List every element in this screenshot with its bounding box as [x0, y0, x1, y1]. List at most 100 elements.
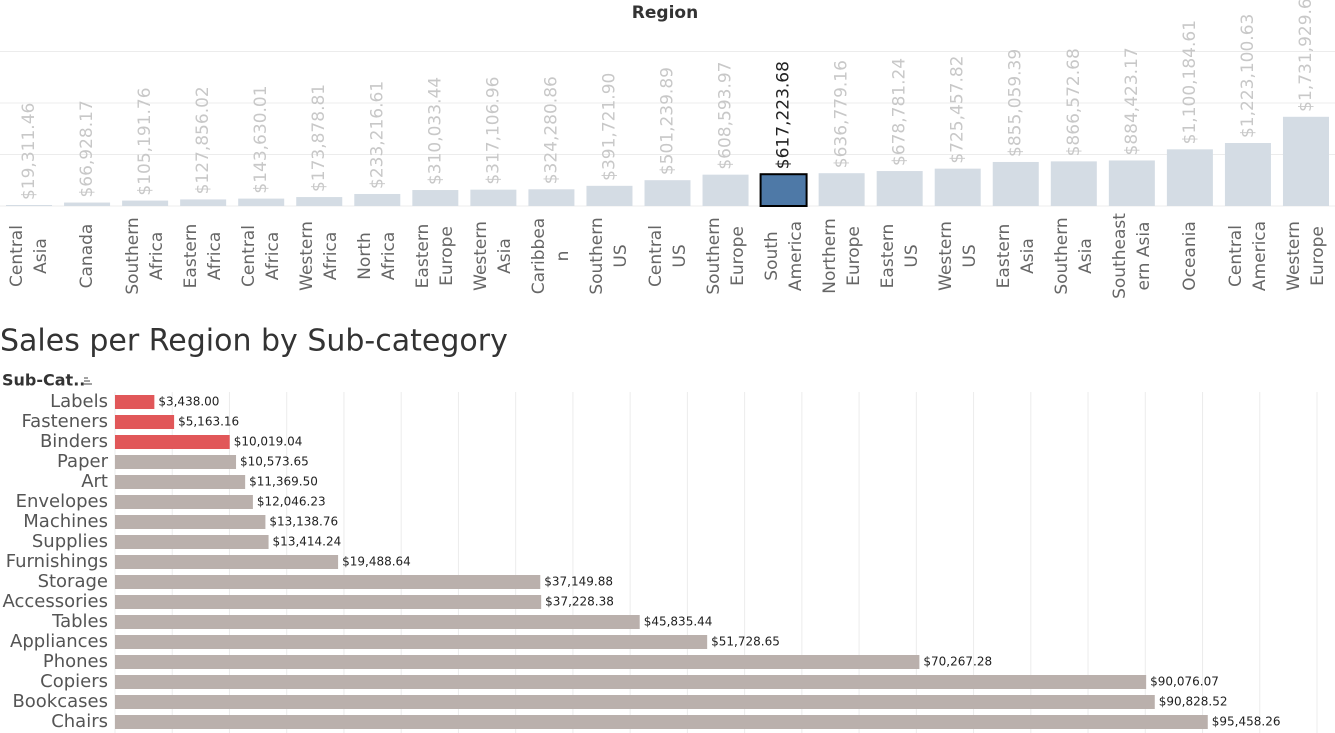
- x-tick-label: Oceania: [1179, 221, 1200, 291]
- value-label: $66,928.17: [77, 100, 97, 197]
- bar[interactable]: [115, 695, 1155, 709]
- value-label: $70,267.28: [923, 655, 992, 669]
- bar[interactable]: [115, 675, 1147, 689]
- y-tick-label: Envelopes: [16, 491, 108, 512]
- x-tick-label: South America: [761, 220, 806, 292]
- y-tick-label: Machines: [23, 511, 108, 532]
- bar[interactable]: [115, 515, 266, 529]
- value-label: $617,223.68: [774, 61, 794, 169]
- bar[interactable]: [354, 193, 401, 206]
- value-label: $19,311.46: [19, 103, 39, 200]
- bar[interactable]: [412, 190, 459, 206]
- bar[interactable]: [115, 595, 542, 609]
- sort-icon[interactable]: [84, 377, 92, 385]
- axis-header[interactable]: Sub-Cat..: [2, 371, 85, 390]
- bar[interactable]: [992, 161, 1039, 206]
- bar[interactable]: [1108, 160, 1155, 206]
- x-tick-label: Central Africa: [239, 225, 284, 287]
- bar[interactable]: [115, 615, 640, 629]
- y-tick-label: Phones: [43, 651, 108, 672]
- value-label: $13,414.24: [273, 535, 342, 549]
- x-tick-label: Caribbean: [529, 217, 574, 295]
- value-label: $324,280.86: [541, 76, 561, 184]
- bar[interactable]: [115, 555, 339, 569]
- x-tick-label: Western Europe: [1283, 221, 1328, 291]
- bar[interactable]: [934, 168, 981, 206]
- y-tick-label: Supplies: [32, 531, 108, 552]
- y-tick-label: Bookcases: [12, 691, 108, 712]
- bar[interactable]: [64, 202, 111, 206]
- bar[interactable]: [702, 174, 749, 206]
- value-label: $501,239.89: [658, 67, 678, 175]
- value-label: $10,019.04: [234, 435, 303, 449]
- bar[interactable]: [1282, 116, 1329, 206]
- bar[interactable]: [115, 395, 155, 409]
- value-label: $37,228.38: [545, 595, 614, 609]
- y-tick-label: Tables: [51, 611, 108, 632]
- value-label: $233,216.61: [367, 81, 387, 189]
- x-tick-label: Southeastern Asia: [1109, 213, 1154, 299]
- bar[interactable]: [818, 173, 865, 206]
- x-tick-label: Southern Africa: [123, 217, 168, 295]
- bar[interactable]: [528, 189, 575, 206]
- bar[interactable]: [586, 185, 633, 206]
- value-label: $884,423.17: [1122, 47, 1142, 155]
- bar[interactable]: [122, 200, 169, 206]
- value-label: $13,138.76: [269, 515, 338, 529]
- bar[interactable]: [876, 171, 923, 206]
- value-label: $1,223,100.63: [1238, 14, 1258, 138]
- value-label: $1,100,184.61: [1180, 20, 1200, 144]
- value-label: $608,593.97: [716, 62, 736, 170]
- value-label: $90,828.52: [1159, 695, 1228, 709]
- value-label: $866,572.68: [1064, 48, 1084, 156]
- value-label: $12,046.23: [257, 495, 326, 509]
- bar[interactable]: [115, 435, 230, 449]
- bar[interactable]: [1050, 161, 1097, 206]
- value-label: $127,856.02: [193, 86, 213, 194]
- value-label: $317,106.96: [483, 77, 503, 185]
- bar[interactable]: [115, 415, 175, 429]
- value-label: $725,457.82: [948, 55, 968, 163]
- value-label: $95,458.26: [1212, 715, 1281, 729]
- value-label: $37,149.88: [544, 575, 613, 589]
- x-tick-label: Southern US: [587, 217, 632, 295]
- value-label: $173,878.81: [309, 84, 329, 192]
- y-tick-label: Chairs: [51, 711, 108, 732]
- x-tick-label: Central US: [645, 225, 690, 287]
- x-tick-label: Central America: [1225, 220, 1270, 292]
- y-tick-label: Binders: [40, 431, 108, 452]
- bar[interactable]: [759, 173, 808, 208]
- bar[interactable]: [1224, 143, 1271, 206]
- x-tick-label: Central Asia: [7, 225, 52, 287]
- bar[interactable]: [115, 575, 541, 589]
- value-label: $143,630.01: [251, 85, 271, 193]
- chart-title: Region: [632, 3, 698, 23]
- value-label: $51,728.65: [711, 635, 780, 649]
- bar[interactable]: [115, 455, 237, 469]
- bar[interactable]: [115, 655, 920, 669]
- bar[interactable]: [470, 189, 517, 206]
- value-label: $90,076.07: [1150, 675, 1219, 689]
- chart-title: Sales per Region by Sub-category: [0, 324, 508, 359]
- bar[interactable]: [115, 635, 708, 649]
- value-label: $45,835.44: [644, 615, 713, 629]
- bar[interactable]: [644, 180, 691, 206]
- x-tick-label: Western US: [935, 221, 980, 291]
- y-tick-label: Copiers: [40, 671, 108, 692]
- bar[interactable]: [238, 198, 285, 206]
- y-tick-label: Art: [81, 471, 108, 492]
- bar[interactable]: [115, 535, 269, 549]
- x-tick-label: Eastern Asia: [993, 223, 1038, 289]
- bar[interactable]: [1166, 149, 1213, 206]
- value-label: $3,438.00: [158, 395, 219, 409]
- bar[interactable]: [296, 197, 343, 206]
- bar[interactable]: [6, 205, 53, 206]
- bar[interactable]: [180, 199, 227, 206]
- bar[interactable]: [115, 715, 1208, 729]
- value-label: $855,059.39: [1006, 49, 1026, 157]
- bar[interactable]: [115, 475, 246, 489]
- x-tick-label: Western Asia: [471, 221, 516, 291]
- x-tick-label: North Africa: [355, 231, 400, 281]
- bar[interactable]: [115, 495, 253, 509]
